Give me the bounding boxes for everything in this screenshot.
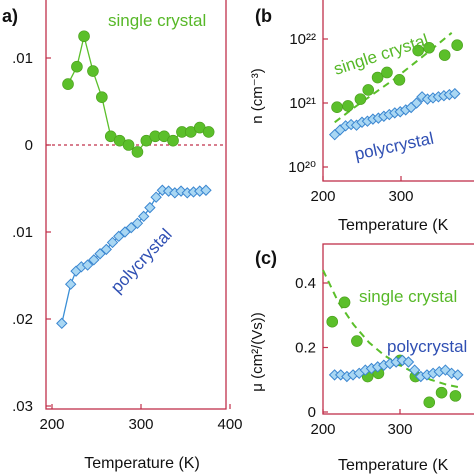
- panel-label: a): [2, 6, 18, 26]
- single-crystal-point: [78, 30, 90, 43]
- polycrystal-point: [88, 254, 100, 266]
- x-tick-label: 300: [387, 421, 412, 438]
- single-crystal-point: [71, 60, 83, 73]
- x-tick-label: 400: [217, 416, 242, 433]
- single-crystal-point: [62, 78, 74, 90]
- single-crystal-point: [96, 91, 108, 103]
- polycrystal-point: [144, 201, 156, 214]
- single-crystal-point: [354, 93, 367, 105]
- polycrystal-point: [106, 236, 119, 249]
- x-tick-label: 200: [310, 421, 335, 438]
- y-tick-label: .01: [12, 50, 33, 67]
- single-crystal-point: [87, 65, 99, 77]
- single-crystal-point: [449, 390, 462, 402]
- series-label: polycrystal: [353, 129, 436, 164]
- single-crystal-point: [435, 386, 448, 399]
- single-crystal-point: [338, 296, 351, 309]
- polycrystal-point: [81, 259, 94, 271]
- fit-curve: [322, 269, 462, 389]
- polycrystal-point: [131, 217, 144, 230]
- y-tick-label: .01: [12, 224, 33, 241]
- y-tick-label: 0.4: [295, 275, 316, 292]
- y-tick-label: 10²¹: [289, 95, 316, 112]
- single-crystal-point: [381, 66, 393, 79]
- plot-frame: [322, 0, 474, 182]
- y-tick-label: .03: [12, 398, 33, 415]
- panel-label: (b: [255, 6, 272, 26]
- polycrystal-point: [150, 191, 162, 203]
- polycrystal-point: [410, 97, 423, 109]
- panel-c: 200 300 0 0.2 0.4 single crystal polycrystal (c…: [249, 243, 474, 474]
- single-crystal-point: [331, 101, 343, 113]
- polycrystal-point: [64, 278, 77, 290]
- single-crystal-point: [202, 126, 215, 138]
- single-crystal-point: [326, 315, 339, 328]
- polycrystal-point: [408, 364, 421, 376]
- single-crystal-point: [451, 39, 463, 52]
- single-crystal-point: [167, 134, 179, 147]
- polycrystal-point: [56, 317, 68, 330]
- single-crystal-point: [423, 41, 435, 54]
- single-crystal-point: [342, 100, 354, 112]
- polycrystal-point: [100, 243, 112, 256]
- y-axis-label: μ (cm²/(Vs)): [249, 312, 266, 391]
- x-axis-label: Temperature (K): [84, 455, 200, 472]
- single-crystal-point: [393, 74, 406, 86]
- y-tick-label: .02: [12, 311, 33, 328]
- y-tick-label: 0: [25, 137, 33, 154]
- single-crystal-point: [438, 49, 451, 61]
- plot-frame: [45, 0, 227, 410]
- y-tick-label: 0: [308, 404, 316, 421]
- single-crystal-point: [131, 146, 144, 158]
- single-crystal-point: [351, 335, 363, 347]
- x-tick-label: 200: [39, 416, 64, 433]
- y-tick-label: 10²⁰: [288, 159, 316, 176]
- panel-label: (c): [255, 248, 277, 268]
- single-crystal-point: [122, 139, 135, 151]
- series-label: single crystal: [359, 287, 457, 306]
- y-tick-label: 0.2: [295, 340, 316, 357]
- x-axis-label: Temperature (K: [338, 217, 449, 234]
- series-label: polycrystal: [387, 337, 467, 356]
- plot-frame: [322, 243, 474, 415]
- x-axis-label: Temperature (K: [338, 457, 449, 474]
- single-crystal-point: [423, 396, 436, 409]
- x-tick-label: 300: [388, 188, 413, 205]
- x-tick-label: 200: [310, 188, 335, 205]
- polycrystal-point: [137, 210, 150, 223]
- polycrystal-point: [200, 184, 212, 196]
- polycrystal-point: [449, 87, 461, 100]
- single-crystal-point: [371, 71, 384, 84]
- single-crystal-point: [412, 44, 424, 57]
- y-axis-label: n (cm⁻³): [249, 68, 266, 123]
- x-tick-label: 300: [128, 416, 153, 433]
- polycrystal-point: [402, 356, 415, 368]
- series-label: single crystal: [108, 11, 206, 30]
- y-tick-label: 10²²: [289, 31, 316, 48]
- polycrystal-point: [452, 369, 464, 381]
- single-crystal-point: [362, 84, 375, 96]
